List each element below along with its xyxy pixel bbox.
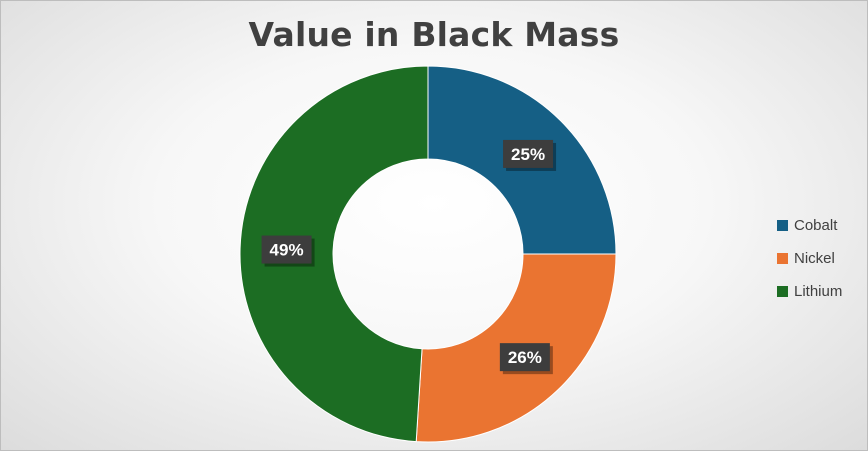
legend-swatch-cobalt <box>777 220 788 231</box>
legend-swatch-lithium <box>777 286 788 297</box>
legend-label-lithium: Lithium <box>794 283 843 300</box>
legend-swatch-nickel <box>777 253 788 264</box>
legend-item-nickel: Nickel <box>777 242 842 275</box>
data-label-box <box>499 343 550 372</box>
legend-item-cobalt: Cobalt <box>777 209 842 242</box>
slice-lithium <box>239 65 429 443</box>
legend-label-nickel: Nickel <box>794 250 835 267</box>
data-label-box <box>503 139 554 168</box>
chart-title: Value in Black Mass <box>248 15 620 54</box>
legend-label-cobalt: Cobalt <box>794 217 838 234</box>
legend: Cobalt Nickel Lithium <box>777 209 842 308</box>
data-label-box <box>261 235 312 264</box>
data-label-lithium: 49% <box>261 235 315 267</box>
data-label-nickel: 26% <box>499 343 553 375</box>
data-label-text: 49% <box>270 241 304 260</box>
data-label-cobalt: 25% <box>503 139 557 171</box>
data-label-text: 25% <box>511 145 545 164</box>
data-labels-layer: 25% 26% 49% <box>261 139 557 375</box>
data-label-text: 26% <box>508 348 542 367</box>
legend-item-lithium: Lithium <box>777 275 842 308</box>
